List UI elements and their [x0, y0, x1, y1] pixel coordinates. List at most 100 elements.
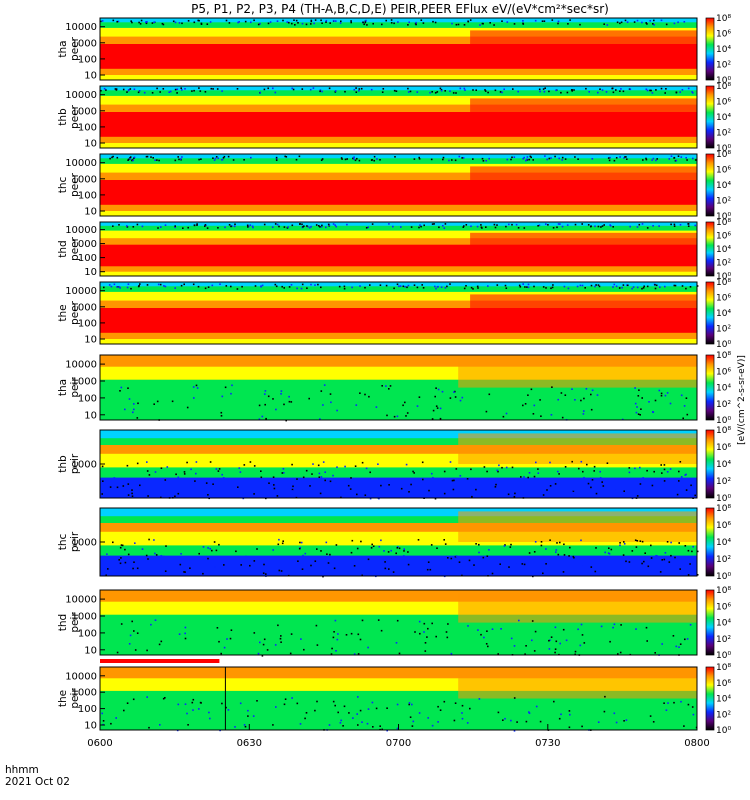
y-tick-label: 1000	[72, 174, 97, 185]
speckle	[629, 225, 631, 228]
speckle	[178, 22, 181, 24]
speckle	[230, 392, 232, 395]
speckle	[470, 225, 472, 228]
speckle	[257, 652, 260, 655]
speckle	[338, 285, 341, 288]
speckle	[182, 227, 184, 229]
speckle	[312, 87, 315, 89]
speckle	[546, 158, 548, 161]
speckle	[612, 226, 614, 228]
speckle	[343, 478, 345, 480]
speckle	[579, 23, 581, 26]
speckle	[127, 158, 130, 161]
speckle	[574, 653, 576, 656]
speckle	[612, 626, 614, 629]
speckle	[423, 631, 425, 633]
spectrogram-band	[100, 90, 697, 97]
speckle	[451, 22, 453, 25]
colorbar	[705, 221, 715, 277]
speckle	[597, 284, 600, 286]
speckle	[455, 468, 458, 470]
speckle	[242, 560, 244, 562]
speckle	[253, 19, 255, 22]
speckle	[537, 225, 539, 227]
speckle	[548, 90, 550, 93]
speckle	[668, 158, 671, 160]
speckle	[637, 413, 640, 415]
speckle	[263, 88, 266, 91]
speckle	[213, 541, 216, 543]
speckle	[325, 490, 328, 493]
speckle	[162, 88, 165, 90]
speckle	[356, 547, 359, 550]
speckle	[626, 158, 628, 160]
speckle	[245, 555, 247, 558]
y-tick-label: 10000	[65, 225, 97, 236]
speckle	[280, 570, 283, 572]
speckle	[106, 553, 108, 555]
speckle	[218, 640, 220, 643]
y-tick-label: 10	[84, 410, 97, 421]
speckle	[608, 553, 611, 555]
speckle	[684, 545, 687, 547]
speckle	[625, 156, 627, 158]
speckle	[613, 623, 616, 626]
speckle	[337, 711, 339, 714]
speckle	[150, 487, 152, 490]
x-tick-label: 0730	[535, 738, 560, 749]
y-tick-label: 100	[78, 704, 97, 715]
speckle	[669, 402, 672, 405]
speckle	[641, 562, 643, 565]
speckle	[310, 20, 313, 23]
speckle	[413, 284, 416, 286]
speckle	[554, 155, 556, 158]
colorbar-tick-label: 10⁸	[716, 426, 731, 436]
speckle	[495, 483, 497, 486]
speckle	[267, 22, 270, 25]
speckle	[257, 23, 260, 26]
speckle	[159, 283, 162, 286]
spectrogram-band	[100, 332, 697, 340]
speckle	[119, 287, 121, 289]
speckle	[119, 562, 122, 565]
speckle	[355, 404, 358, 406]
y-tick-label: 1000	[72, 377, 97, 388]
speckle	[390, 549, 392, 552]
speckle	[134, 649, 137, 651]
speckle	[200, 158, 202, 160]
speckle	[422, 287, 425, 289]
speckle	[176, 92, 178, 94]
speckle	[343, 705, 346, 708]
spectrogram-band	[100, 22, 697, 29]
speckle	[181, 22, 183, 25]
speckle	[338, 479, 341, 482]
speckle	[454, 396, 457, 398]
speckle	[277, 488, 279, 490]
speckle	[296, 702, 299, 705]
panel-label-instrument: peer	[69, 104, 81, 129]
speckle	[243, 724, 246, 726]
speckle	[320, 159, 323, 161]
speckle	[277, 543, 280, 546]
speckle	[393, 89, 396, 92]
speckle	[109, 157, 111, 160]
speckle	[295, 19, 298, 22]
speckle	[183, 283, 185, 286]
speckle	[488, 479, 490, 481]
speckle	[485, 226, 487, 228]
speckle	[276, 20, 279, 22]
speckle	[164, 479, 167, 481]
speckle	[244, 20, 247, 23]
speckle	[158, 643, 161, 646]
speckle	[146, 470, 149, 472]
speckle	[635, 546, 638, 548]
speckle	[205, 482, 208, 484]
speckle	[340, 157, 343, 159]
speckle	[281, 472, 284, 474]
speckle	[623, 157, 625, 159]
speckle	[634, 539, 637, 541]
speckle	[593, 565, 596, 568]
speckle	[318, 476, 321, 478]
speckle	[328, 724, 331, 726]
speckle	[691, 550, 693, 553]
